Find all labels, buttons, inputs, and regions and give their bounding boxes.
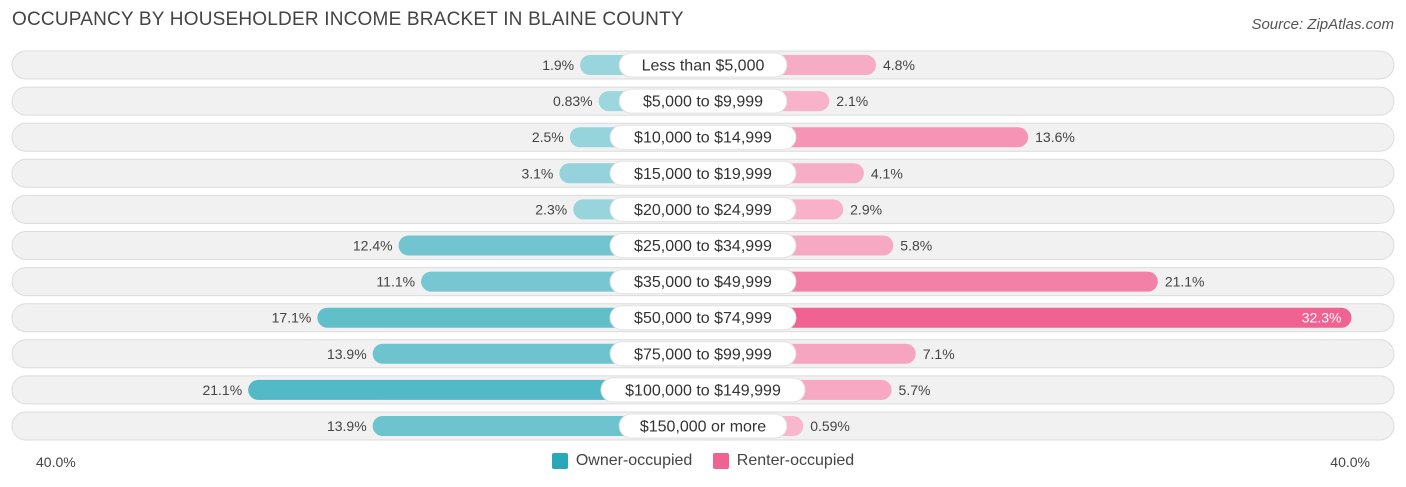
owner-value-label: 12.4% <box>353 238 393 254</box>
renter-value-label: 2.9% <box>850 201 882 217</box>
owner-value-label: 17.1% <box>272 310 312 326</box>
category-pill <box>609 124 797 150</box>
category-label: $10,000 to $14,999 <box>634 130 772 147</box>
category-pill <box>609 233 797 258</box>
owner-bar <box>317 307 703 328</box>
legend: Owner-occupied Renter-occupied <box>0 452 1406 474</box>
renter-value-label: 5.8% <box>900 238 932 254</box>
owner-bar <box>248 379 703 400</box>
renter-value-label: 0.59% <box>810 418 850 434</box>
renter-bar <box>703 271 1158 292</box>
owner-value-label: 13.9% <box>327 418 367 434</box>
owner-value-label: 3.1% <box>521 165 553 181</box>
owner-value-label: 13.9% <box>327 346 367 362</box>
owner-value-label: 0.83% <box>553 93 593 109</box>
category-pill <box>609 160 797 186</box>
category-label: $20,000 to $24,999 <box>634 202 772 219</box>
category-label: $15,000 to $19,999 <box>634 166 772 183</box>
axis-right-label: 40.0% <box>1330 454 1370 470</box>
chart-svg: Less than $5,000 1.9% 4.8% $5,000 to $9,999… <box>11 50 1395 441</box>
renter-value-label: 4.1% <box>871 165 903 181</box>
category-pill <box>609 341 797 367</box>
category-label: $5,000 to $9,999 <box>643 94 763 111</box>
category-pill <box>609 269 797 295</box>
category-label: $50,000 to $74,999 <box>634 310 772 327</box>
source-note: Source: ZipAtlas.com <box>1251 16 1394 33</box>
axis-left-label: 40.0% <box>36 454 76 470</box>
category-label: $150,000 or more <box>640 419 766 436</box>
category-label: $100,000 to $149,999 <box>625 382 781 399</box>
owner-value-label: 11.1% <box>376 274 415 290</box>
renter-value-label: 5.7% <box>899 382 931 398</box>
category-pill <box>618 52 788 78</box>
category-pill <box>609 196 797 222</box>
legend-owner: Owner-occupied <box>551 452 693 470</box>
owner-value-label: 2.3% <box>535 201 567 217</box>
category-pill <box>618 413 788 439</box>
owner-value-label: 1.9% <box>542 57 574 73</box>
renter-value-label: 13.6% <box>1035 129 1075 145</box>
category-label: $75,000 to $99,999 <box>634 346 772 363</box>
renter-value-label: 32.3% <box>1302 310 1342 326</box>
category-label: $25,000 to $34,999 <box>634 238 772 255</box>
owner-swatch <box>551 453 568 469</box>
renter-bar <box>703 307 1352 328</box>
renter-value-label: 2.1% <box>836 93 868 109</box>
owner-value-label: 21.1% <box>202 382 242 398</box>
renter-value-label: 21.1% <box>1165 274 1205 290</box>
category-label: Less than $5,000 <box>642 58 765 75</box>
category-pill <box>600 377 806 403</box>
legend-owner-label: Owner-occupied <box>575 452 693 469</box>
renter-value-label: 4.8% <box>883 57 915 73</box>
renter-value-label: 7.1% <box>923 346 955 362</box>
legend-renter-label: Renter-occupied <box>736 452 855 469</box>
category-label: $35,000 to $49,999 <box>634 274 772 291</box>
legend-renter: Renter-occupied <box>712 452 855 470</box>
owner-value-label: 2.5% <box>532 129 564 145</box>
category-pill <box>618 88 788 114</box>
renter-swatch <box>712 453 729 469</box>
category-pill <box>609 305 797 331</box>
chart-title: OCCUPANCY BY HOUSEHOLDER INCOME BRACKET … <box>12 9 684 30</box>
